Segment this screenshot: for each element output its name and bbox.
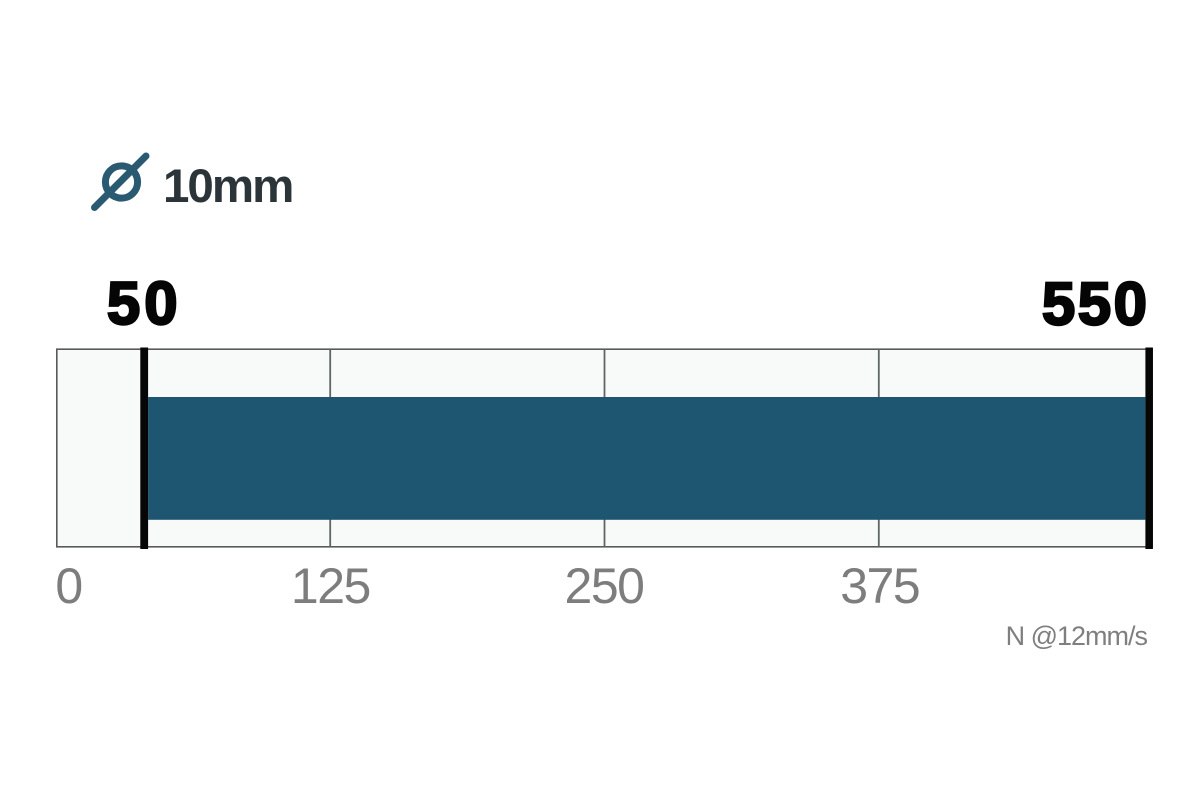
svg-text:10mm: 10mm <box>163 160 292 213</box>
svg-text:250: 250 <box>565 558 644 614</box>
svg-text:125: 125 <box>291 558 370 614</box>
svg-text:550: 550 <box>1042 271 1150 338</box>
svg-text:375: 375 <box>840 558 919 614</box>
svg-text:N @12mm/s: N @12mm/s <box>1006 621 1148 651</box>
svg-text:0: 0 <box>55 558 81 614</box>
svg-text:50: 50 <box>107 270 182 337</box>
